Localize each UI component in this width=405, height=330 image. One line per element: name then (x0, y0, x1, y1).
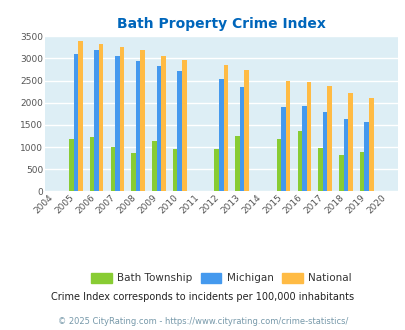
Bar (214, 149, 218, 191)
Bar (181, 60, 186, 191)
Bar (161, 56, 165, 191)
Bar (281, 107, 285, 191)
Bar (73, 54, 78, 191)
Bar (152, 141, 156, 191)
Bar (69, 139, 73, 191)
Bar (119, 47, 124, 191)
Bar (343, 119, 347, 191)
Bar (318, 148, 322, 191)
Bar (99, 44, 103, 191)
Bar (78, 41, 83, 191)
Bar (347, 93, 352, 191)
Bar (244, 70, 248, 191)
Bar (285, 81, 290, 191)
Bar (234, 136, 239, 191)
Bar (218, 79, 223, 191)
Bar (223, 65, 228, 191)
Bar (338, 155, 343, 191)
Legend: Bath Township, Michigan, National: Bath Township, Michigan, National (87, 270, 354, 286)
Bar (140, 50, 145, 191)
Text: Crime Index corresponds to incidents per 100,000 inhabitants: Crime Index corresponds to incidents per… (51, 292, 354, 302)
Bar (359, 152, 364, 191)
Bar (177, 71, 181, 191)
Bar (322, 112, 327, 191)
Bar (131, 153, 136, 191)
Bar (136, 61, 140, 191)
Title: Bath Property Crime Index: Bath Property Crime Index (117, 17, 325, 31)
Text: © 2025 CityRating.com - https://www.cityrating.com/crime-statistics/: © 2025 CityRating.com - https://www.city… (58, 317, 347, 326)
Bar (297, 131, 301, 191)
Bar (173, 149, 177, 191)
Bar (90, 137, 94, 191)
Bar (115, 56, 119, 191)
Bar (156, 66, 161, 191)
Bar (364, 122, 368, 191)
Bar (301, 106, 306, 191)
Bar (327, 86, 331, 191)
Bar (368, 98, 373, 191)
Bar (94, 50, 99, 191)
Bar (239, 87, 244, 191)
Bar (110, 147, 115, 191)
Bar (306, 82, 311, 191)
Bar (276, 139, 281, 191)
